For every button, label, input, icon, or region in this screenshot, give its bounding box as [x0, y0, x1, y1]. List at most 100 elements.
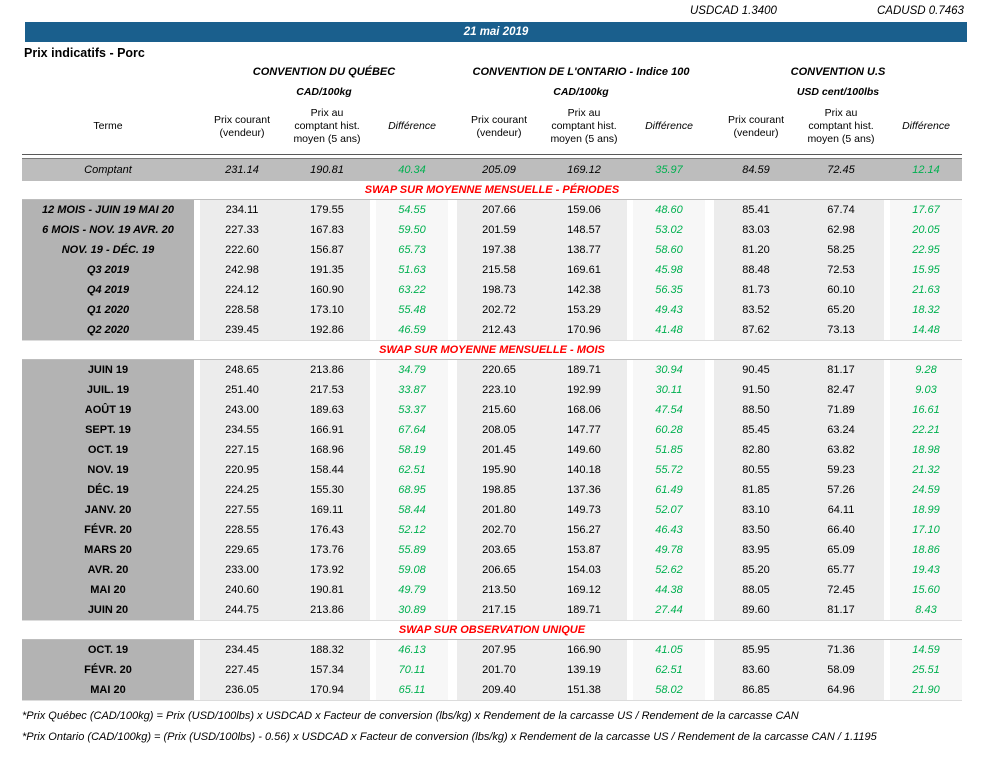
- column-gutter: [705, 600, 714, 620]
- price-value: 190.81: [284, 580, 370, 601]
- price-value: 217.15: [457, 600, 541, 621]
- price-value: 81.20: [714, 240, 798, 261]
- column-gutter: [448, 540, 457, 560]
- price-value: 209.40: [457, 680, 541, 701]
- column-gutter: [705, 380, 714, 400]
- section-rows: OCT. 19 234.45 188.32 46.13 207.95 166.90 41.0…: [22, 639, 962, 702]
- difference-value: 30.11: [633, 380, 705, 401]
- price-value: 72.45: [798, 580, 884, 601]
- difference-value: 65.73: [376, 240, 448, 261]
- price-value: 140.18: [541, 460, 627, 481]
- column-gutter: [705, 520, 714, 540]
- price-value: 213.86: [284, 600, 370, 621]
- price-value: 137.36: [541, 480, 627, 501]
- column-header-prix-comptant: Prix au comptant hist. moyen (5 ans): [293, 107, 361, 146]
- price-value: 229.65: [200, 540, 284, 561]
- table-row: FÉVR. 20 228.55 176.43 52.12 202.70 156.27 46.…: [22, 520, 962, 541]
- difference-value: 53.02: [633, 220, 705, 241]
- price-value: 58.25: [798, 240, 884, 261]
- difference-value: 46.43: [633, 520, 705, 541]
- term-label: Comptant: [22, 159, 194, 182]
- difference-value: 15.95: [890, 260, 962, 281]
- column-gutter: [448, 440, 457, 460]
- price-value: 73.13: [798, 320, 884, 341]
- difference-value: 22.21: [890, 420, 962, 441]
- term-label: NOV. 19: [22, 460, 194, 481]
- price-value: 192.86: [284, 320, 370, 341]
- price-value: 83.95: [714, 540, 798, 561]
- table-row: MARS 20 229.65 173.76 55.89 203.65 153.87 49.7…: [22, 540, 962, 561]
- difference-value: 46.13: [376, 640, 448, 661]
- price-value: 242.98: [200, 260, 284, 281]
- price-value: 88.50: [714, 400, 798, 421]
- column-gutter: [448, 680, 457, 700]
- price-value: 149.73: [541, 500, 627, 521]
- column-gutter: [705, 220, 714, 240]
- term-label: MAI 20: [22, 580, 194, 601]
- difference-value: 12.14: [890, 159, 962, 182]
- price-value: 190.81: [284, 159, 370, 182]
- price-value: 59.23: [798, 460, 884, 481]
- price-value: 71.89: [798, 400, 884, 421]
- column-gutter: [705, 280, 714, 300]
- price-value: 203.65: [457, 540, 541, 561]
- price-value: 155.30: [284, 480, 370, 501]
- difference-value: 30.94: [633, 360, 705, 381]
- column-gutter: [705, 420, 714, 440]
- price-value: 207.95: [457, 640, 541, 661]
- column-gutter: [705, 560, 714, 580]
- difference-value: 48.60: [633, 200, 705, 221]
- section-header: SWAP SUR MOYENNE MENSUELLE - MOIS: [379, 344, 605, 357]
- column-gutter: [448, 159, 457, 182]
- difference-value: 52.07: [633, 500, 705, 521]
- price-value: 236.05: [200, 680, 284, 701]
- difference-value: 21.63: [890, 280, 962, 301]
- price-value: 201.59: [457, 220, 541, 241]
- term-label: 12 MOIS - JUIN 19 MAI 20: [22, 200, 194, 221]
- term-label: FÉVR. 20: [22, 660, 194, 681]
- price-value: 251.40: [200, 380, 284, 401]
- price-value: 157.34: [284, 660, 370, 681]
- price-value: 148.57: [541, 220, 627, 241]
- price-value: 72.53: [798, 260, 884, 281]
- table-row: JUIL. 19 251.40 217.53 33.87 223.10 192.99 30.…: [22, 380, 962, 401]
- term-label: SEPT. 19: [22, 420, 194, 441]
- price-value: 234.45: [200, 640, 284, 661]
- price-value: 227.45: [200, 660, 284, 681]
- price-value: 62.98: [798, 220, 884, 241]
- price-value: 173.92: [284, 560, 370, 581]
- column-header-difference: Différence: [388, 120, 436, 133]
- price-value: 166.90: [541, 640, 627, 661]
- column-gutter: [448, 220, 457, 240]
- price-value: 201.70: [457, 660, 541, 681]
- price-value: 202.72: [457, 300, 541, 321]
- units-row: CAD/100kg CAD/100kg USD cent/100lbs: [22, 82, 962, 101]
- column-gutter: [448, 360, 457, 380]
- table-row: MAI 20 236.05 170.94 65.11 209.40 151.38 58.02…: [22, 680, 962, 701]
- table-row: Comptant 231.14 190.81 40.34 205.09 169.12 35.…: [22, 158, 962, 182]
- price-value: 160.90: [284, 280, 370, 301]
- column-gutter: [705, 440, 714, 460]
- term-label: JUIL. 19: [22, 380, 194, 401]
- price-value: 166.91: [284, 420, 370, 441]
- unit-label-ontario: CAD/100kg: [553, 85, 609, 98]
- price-value: 197.38: [457, 240, 541, 261]
- column-gutter: [705, 580, 714, 600]
- column-gutter: [448, 460, 457, 480]
- difference-value: 49.43: [633, 300, 705, 321]
- price-value: 228.58: [200, 300, 284, 321]
- difference-value: 47.54: [633, 400, 705, 421]
- difference-value: 21.90: [890, 680, 962, 701]
- column-gutter: [194, 159, 200, 182]
- unit-label-us: USD cent/100lbs: [796, 85, 880, 98]
- price-value: 239.45: [200, 320, 284, 341]
- column-header-difference: Différence: [645, 120, 693, 133]
- price-value: 167.83: [284, 220, 370, 241]
- difference-value: 61.49: [633, 480, 705, 501]
- price-value: 65.20: [798, 300, 884, 321]
- price-value: 158.44: [284, 460, 370, 481]
- term-label: Q3 2019: [22, 260, 194, 281]
- section-rows: 12 MOIS - JUIN 19 MAI 20 234.11 179.55 54.5…: [22, 199, 962, 342]
- price-value: 159.06: [541, 200, 627, 221]
- difference-value: 59.08: [376, 560, 448, 581]
